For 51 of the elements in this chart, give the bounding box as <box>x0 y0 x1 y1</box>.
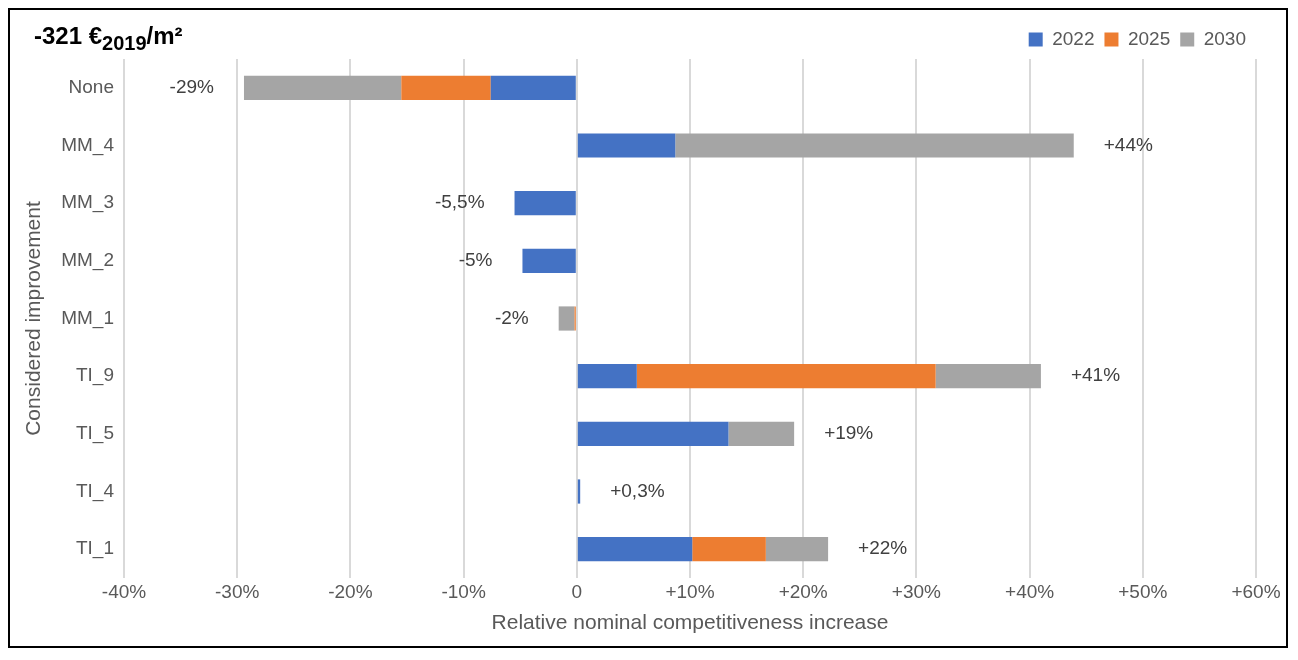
x-tick-label: +50% <box>1118 580 1168 602</box>
x-tick-label: +30% <box>891 580 942 602</box>
y-tick-label: MM_2 <box>61 249 114 272</box>
bar <box>636 364 936 389</box>
y-tick-label: MM_3 <box>61 191 114 214</box>
bar <box>522 248 576 273</box>
bar <box>558 306 575 331</box>
total-label: +44% <box>1103 133 1153 155</box>
x-axis-title: Relative nominal competitiveness increase <box>491 610 889 634</box>
bar <box>577 421 729 446</box>
total-label: +22% <box>858 537 908 559</box>
bar <box>692 537 766 562</box>
x-tick-label: -10% <box>441 580 486 602</box>
total-label: -5,5% <box>434 191 485 213</box>
total-label: -2% <box>494 306 529 328</box>
chart-title: -321 €$_{2019}$/m² <box>34 22 183 55</box>
bar <box>728 421 795 446</box>
total-label: -29% <box>169 76 215 98</box>
y-tick-label: TI_4 <box>75 479 115 502</box>
bar <box>577 364 637 389</box>
x-tick-label: -20% <box>328 580 373 602</box>
bar <box>490 75 576 100</box>
x-tick-label: -30% <box>215 580 260 602</box>
total-label: +19% <box>824 422 874 444</box>
bar <box>765 537 829 562</box>
bar <box>243 75 402 100</box>
legend-label: 2030 <box>1203 27 1247 49</box>
legend-label: 2025 <box>1127 27 1171 49</box>
x-tick-label: +40% <box>1005 580 1055 602</box>
x-tick-label: +20% <box>778 580 828 602</box>
bar <box>675 133 1074 158</box>
bar <box>514 191 576 216</box>
legend-label: 2022 <box>1052 27 1095 49</box>
y-tick-label: TI_9 <box>75 364 114 387</box>
x-tick-label: +10% <box>665 580 715 602</box>
y-tick-label: TI_5 <box>75 422 114 445</box>
bar <box>577 133 676 158</box>
y-tick-label: None <box>68 76 114 98</box>
total-label: +41% <box>1070 364 1121 386</box>
bar <box>401 75 491 100</box>
y-tick-label: TI_1 <box>75 537 114 560</box>
y-tick-label: MM_4 <box>61 133 115 156</box>
bar <box>935 364 1041 389</box>
total-label: -5% <box>458 249 493 271</box>
bar <box>577 537 693 562</box>
x-tick-label: 0 <box>571 580 583 602</box>
y-tick-label: MM_1 <box>61 306 114 329</box>
x-tick-label: -40% <box>101 580 147 602</box>
x-tick-label: +60% <box>1231 580 1281 602</box>
total-label: +0,3% <box>610 479 665 501</box>
y-axis-title: Considered improvement <box>21 201 45 436</box>
